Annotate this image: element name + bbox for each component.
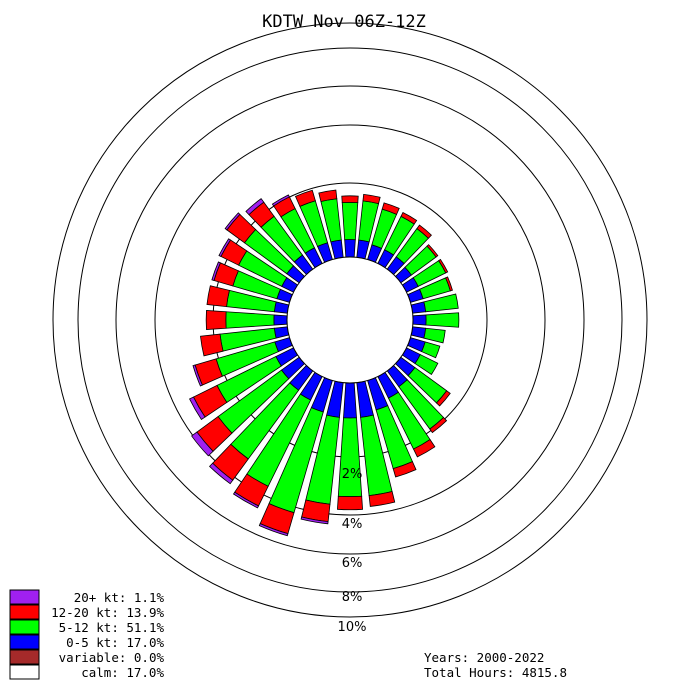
bar-30-12-20kt <box>400 211 418 225</box>
ring-label: 2% <box>342 467 363 482</box>
bar-100-5-12kt <box>423 327 446 344</box>
bar-350-12-20kt <box>318 189 338 203</box>
ring-8pct <box>77 47 623 593</box>
bar-180-0-5kt <box>343 382 357 419</box>
bar-350-0-5kt <box>330 239 344 260</box>
bar-90-5-12kt <box>425 312 460 328</box>
legend-label: variable: 0.0% <box>59 650 165 665</box>
bar-330-20pluskt <box>271 194 290 207</box>
bar-10-12-20kt <box>362 193 381 205</box>
legend-swatch <box>9 649 40 665</box>
bar-270-5-12kt <box>225 311 275 329</box>
bar-290-20pluskt <box>211 261 221 281</box>
bar-250-20pluskt <box>192 364 203 387</box>
ring-6pct <box>115 85 585 555</box>
bar-170-12-20kt <box>368 491 396 507</box>
ring-label: 8% <box>342 590 363 605</box>
bar-0-0-5kt <box>344 239 356 258</box>
bar-40-12-20kt <box>416 224 432 239</box>
bar-190-20pluskt <box>300 516 329 525</box>
bar-100-0-5kt <box>410 326 427 339</box>
bar-200-20pluskt <box>258 523 289 537</box>
bar-130-12-20kt <box>435 390 451 407</box>
ring-label: 4% <box>342 517 363 532</box>
legend-label: calm: 17.0% <box>81 665 164 680</box>
legend-label: 0-5 kt: 17.0% <box>66 635 164 650</box>
bar-230-20pluskt <box>191 431 214 457</box>
bar-240-20pluskt <box>189 396 206 421</box>
direction-bars <box>189 189 460 537</box>
ring-4pct <box>154 124 546 516</box>
legend-swatch <box>9 589 40 605</box>
ring-label: 10% <box>338 620 367 635</box>
footer-years: Years: 2000-2022 <box>424 650 544 665</box>
bar-140-12-20kt <box>429 416 448 434</box>
legend-swatch <box>9 604 40 620</box>
bar-320-20pluskt <box>245 198 265 216</box>
bar-220-20pluskt <box>209 462 234 485</box>
bar-260-12-20kt <box>200 333 224 357</box>
bar-120-5-12kt <box>414 354 439 376</box>
bar-260-0-5kt <box>273 326 290 339</box>
legend: 20+ kt: 1.1%12-20 kt: 13.9%5-12 kt: 51.1… <box>9 589 165 680</box>
bar-60-12-20kt <box>438 258 449 274</box>
bar-180-12-20kt <box>337 495 363 511</box>
bar-310-20pluskt <box>224 212 241 231</box>
legend-swatch <box>9 619 40 635</box>
chart-title: KDTW Nov 06Z-12Z <box>262 12 426 32</box>
bar-80-5-12kt <box>423 293 459 313</box>
bar-80-0-5kt <box>410 301 427 314</box>
bar-20-12-20kt <box>381 202 400 215</box>
ring-10pct <box>52 22 648 618</box>
ring-label: 6% <box>342 556 363 571</box>
ring-labels: 2% 4% 6% 8% 10% <box>338 467 367 635</box>
bar-340-12-20kt <box>294 189 316 207</box>
legend-label: 12-20 kt: 13.9% <box>51 605 164 620</box>
bar-300-20pluskt <box>218 238 232 258</box>
legend-swatch <box>9 634 40 650</box>
footer-total-hours: Total Hours: 4815.8 <box>424 665 567 680</box>
calm-circle <box>286 256 414 384</box>
bar-270-12-20kt <box>205 310 227 330</box>
bar-210-20pluskt <box>232 491 260 509</box>
legend-label: 5-12 kt: 51.1% <box>59 620 165 635</box>
bar-150-12-20kt <box>412 438 436 458</box>
bar-0-5-12kt <box>341 201 359 241</box>
bar-270-0-5kt <box>273 314 288 326</box>
bar-0-12-20kt <box>341 195 359 204</box>
legend-swatch <box>9 664 40 680</box>
bar-110-5-12kt <box>421 341 441 359</box>
bar-160-12-20kt <box>392 461 417 478</box>
bar-90-0-5kt <box>412 314 427 326</box>
bar-10-0-5kt <box>356 239 370 260</box>
bar-280-12-20kt <box>206 285 230 308</box>
bar-70-12-20kt <box>445 276 453 292</box>
legend-label: 20+ kt: 1.1% <box>74 590 165 605</box>
bar-280-0-5kt <box>273 301 290 314</box>
bar-50-12-20kt <box>426 244 439 258</box>
bar-180-5-12kt <box>337 417 363 498</box>
